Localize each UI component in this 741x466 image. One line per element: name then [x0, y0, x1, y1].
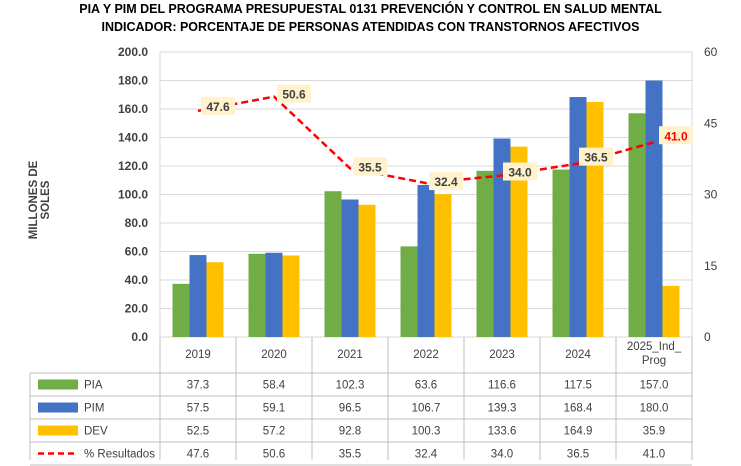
- bar-dev: [358, 204, 376, 337]
- x-tick-label: 2025_Ind_: [627, 341, 682, 353]
- bar-dev: [662, 285, 680, 337]
- table-cell: 58.4: [263, 380, 286, 392]
- table-cell: 41.0: [643, 449, 665, 461]
- bar-dev: [434, 194, 452, 337]
- x-tick-label: 2020: [261, 349, 287, 361]
- table-cell: 106.7: [412, 403, 441, 415]
- bar-pim: [189, 255, 207, 337]
- bar-pia: [248, 253, 266, 337]
- bar-dev: [586, 102, 604, 337]
- table-cell: 157.0: [640, 380, 669, 392]
- bar-pim: [493, 138, 511, 337]
- bar-dev: [282, 255, 300, 337]
- table-cell: 164.9: [564, 426, 593, 438]
- bar-pim: [417, 184, 435, 337]
- legend-label: DEV: [84, 426, 108, 438]
- y2-tick-label: 45: [704, 116, 718, 130]
- y-tick-label: 120.0: [118, 159, 148, 173]
- table-cell: 57.5: [187, 403, 209, 415]
- table-cell: 59.1: [263, 403, 285, 415]
- data-label: 36.5: [584, 151, 608, 165]
- table-cell: 47.6: [187, 449, 209, 461]
- data-label: 35.5: [358, 160, 382, 174]
- legend-label: PIM: [84, 403, 104, 415]
- data-label: 50.6: [282, 88, 306, 102]
- table-cell: 168.4: [564, 403, 593, 415]
- bar-pia: [324, 191, 342, 337]
- x-tick-label: Prog: [642, 355, 666, 367]
- y-tick-label: 40.0: [125, 273, 149, 287]
- legend-key-dev: [38, 425, 78, 436]
- y2-tick-label: 15: [704, 259, 718, 273]
- data-label-bg: [277, 84, 311, 103]
- legend-label: % Resultados: [84, 449, 155, 461]
- table-cell: 96.5: [339, 403, 361, 415]
- table-cell: 32.4: [415, 449, 438, 461]
- bar-pim: [341, 199, 359, 337]
- table-cell: 116.6: [488, 380, 516, 392]
- x-tick-label: 2021: [337, 349, 363, 361]
- y-tick-label: 20.0: [125, 302, 149, 316]
- table-cell: 50.6: [263, 449, 285, 461]
- table-cell: 180.0: [640, 403, 669, 415]
- table-cell: 36.5: [567, 449, 589, 461]
- y-tick-label: 0.0: [131, 330, 148, 344]
- table-cell: 52.5: [187, 426, 209, 438]
- data-label-bg: [579, 147, 613, 166]
- x-tick-label: 2023: [489, 349, 515, 361]
- table-cell: 37.3: [187, 380, 209, 392]
- legend-key-pia: [38, 379, 78, 390]
- line-resultados: [197, 95, 655, 185]
- y-tick-label: 140.0: [118, 131, 148, 145]
- data-label: 32.4: [434, 175, 458, 189]
- bar-dev: [510, 146, 528, 337]
- bar-pia: [628, 113, 646, 338]
- x-tick-label: 2022: [413, 349, 439, 361]
- table-cell: 117.5: [564, 380, 592, 392]
- legend-key-pim: [38, 402, 78, 413]
- data-label: 47.6: [206, 100, 230, 114]
- chart-title: PIA Y PIM DEL PROGRAMA PRESUPUESTAL 0131…: [79, 2, 662, 16]
- bar-pia: [476, 170, 494, 337]
- legend-label: PIA: [84, 380, 103, 392]
- y-tick-label: 160.0: [118, 102, 148, 116]
- data-label-bg: [429, 172, 463, 191]
- data-label-bg: [353, 157, 387, 176]
- table-cell: 133.6: [488, 426, 517, 438]
- bar-pia: [172, 283, 190, 337]
- table-cell: 34.0: [491, 449, 513, 461]
- y-tick-label: 180.0: [118, 74, 148, 88]
- bar-pia: [552, 169, 570, 337]
- data-label: 41.0: [664, 129, 688, 143]
- table-cell: 100.3: [412, 426, 441, 438]
- table-cell: 57.2: [263, 426, 285, 438]
- data-label-bg: [201, 96, 235, 115]
- table-cell: 92.8: [339, 426, 361, 438]
- bar-pim: [645, 80, 663, 337]
- table-cell: 63.6: [415, 380, 437, 392]
- bar-pim: [569, 97, 587, 337]
- table-cell: 139.3: [488, 403, 517, 415]
- table-cell: 35.9: [643, 426, 665, 438]
- data-label: 34.0: [508, 166, 532, 180]
- y-tick-label: 200.0: [118, 45, 148, 59]
- y-tick-label: 60.0: [125, 245, 149, 259]
- table-cell: 35.5: [339, 449, 361, 461]
- data-label-bg: [659, 126, 693, 145]
- y-tick-label: 100.0: [118, 188, 148, 202]
- y2-tick-label: 30: [704, 188, 718, 202]
- y2-tick-label: 0: [704, 330, 711, 344]
- data-label-bg: [503, 162, 537, 181]
- bar-pia: [400, 246, 418, 337]
- y-tick-label: 80.0: [125, 216, 149, 230]
- bar-dev: [206, 262, 224, 337]
- chart-subtitle: INDICADOR: PORCENTAJE DE PERSONAS ATENDI…: [101, 20, 640, 34]
- table-cell: 102.3: [336, 380, 365, 392]
- x-tick-label: 2024: [565, 349, 591, 361]
- y2-tick-label: 60: [704, 45, 718, 59]
- x-tick-label: 2019: [185, 349, 211, 361]
- bar-pim: [265, 252, 283, 337]
